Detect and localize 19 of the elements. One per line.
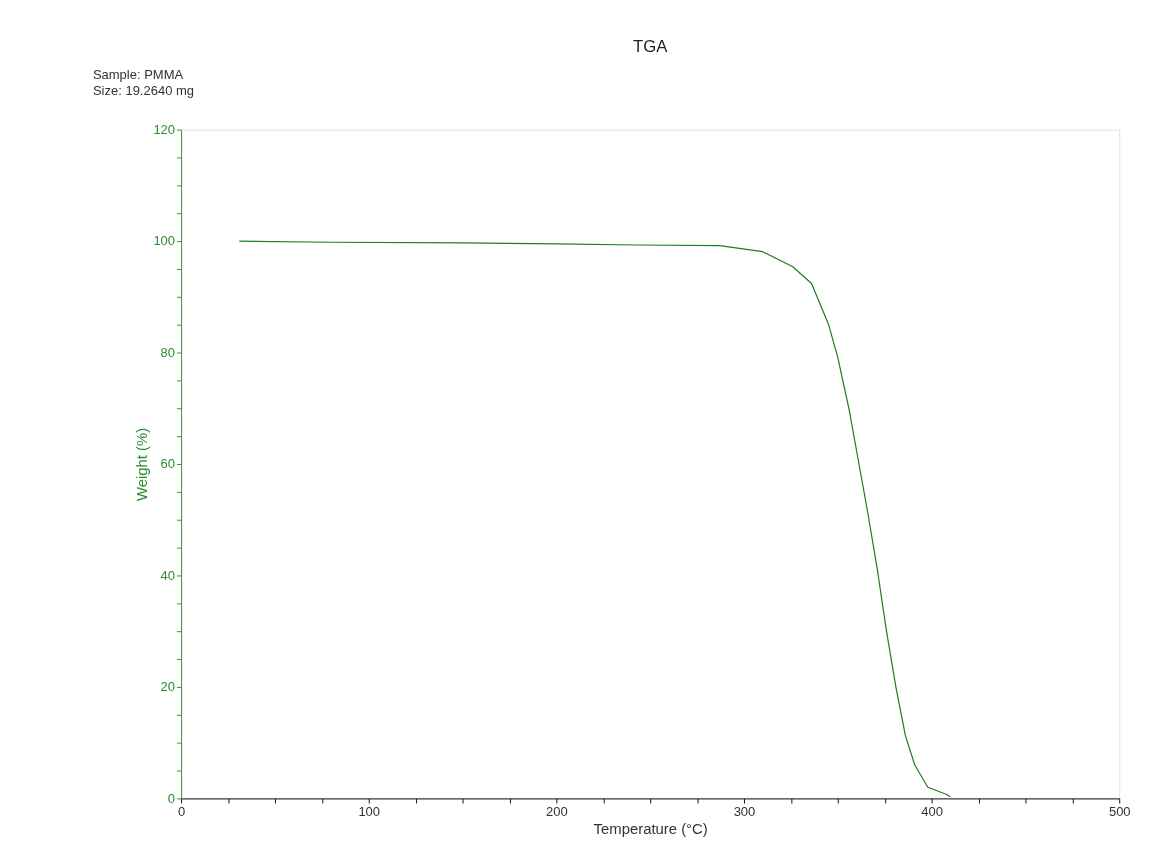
x-tick-label: 300: [733, 803, 756, 819]
y-tick-label: 40: [160, 567, 176, 583]
line-series: [238, 240, 952, 798]
text: Sample: PMMA: [92, 66, 184, 82]
y-tick-label: 60: [160, 456, 176, 472]
x-tick-label: 100: [358, 803, 381, 819]
x-tick-label: 200: [546, 803, 568, 819]
y-tick-label: 120: [153, 121, 176, 137]
x-tick-label: 0: [177, 803, 186, 819]
y-tick-label: 0: [167, 790, 176, 806]
x-tick-label: 400: [921, 803, 943, 819]
y-tick-label: 20: [160, 679, 176, 695]
x-tick-label: 500: [1108, 803, 1131, 819]
y-tick-label: 100: [153, 233, 176, 249]
x-axis-title: Temperature (°C): [593, 821, 708, 838]
text: Size: 19.2640 mg: [92, 83, 195, 99]
y-axis-title: Weight (%): [133, 427, 150, 502]
y-tick-label: 80: [160, 344, 176, 360]
chart-title: TGA: [633, 36, 669, 56]
